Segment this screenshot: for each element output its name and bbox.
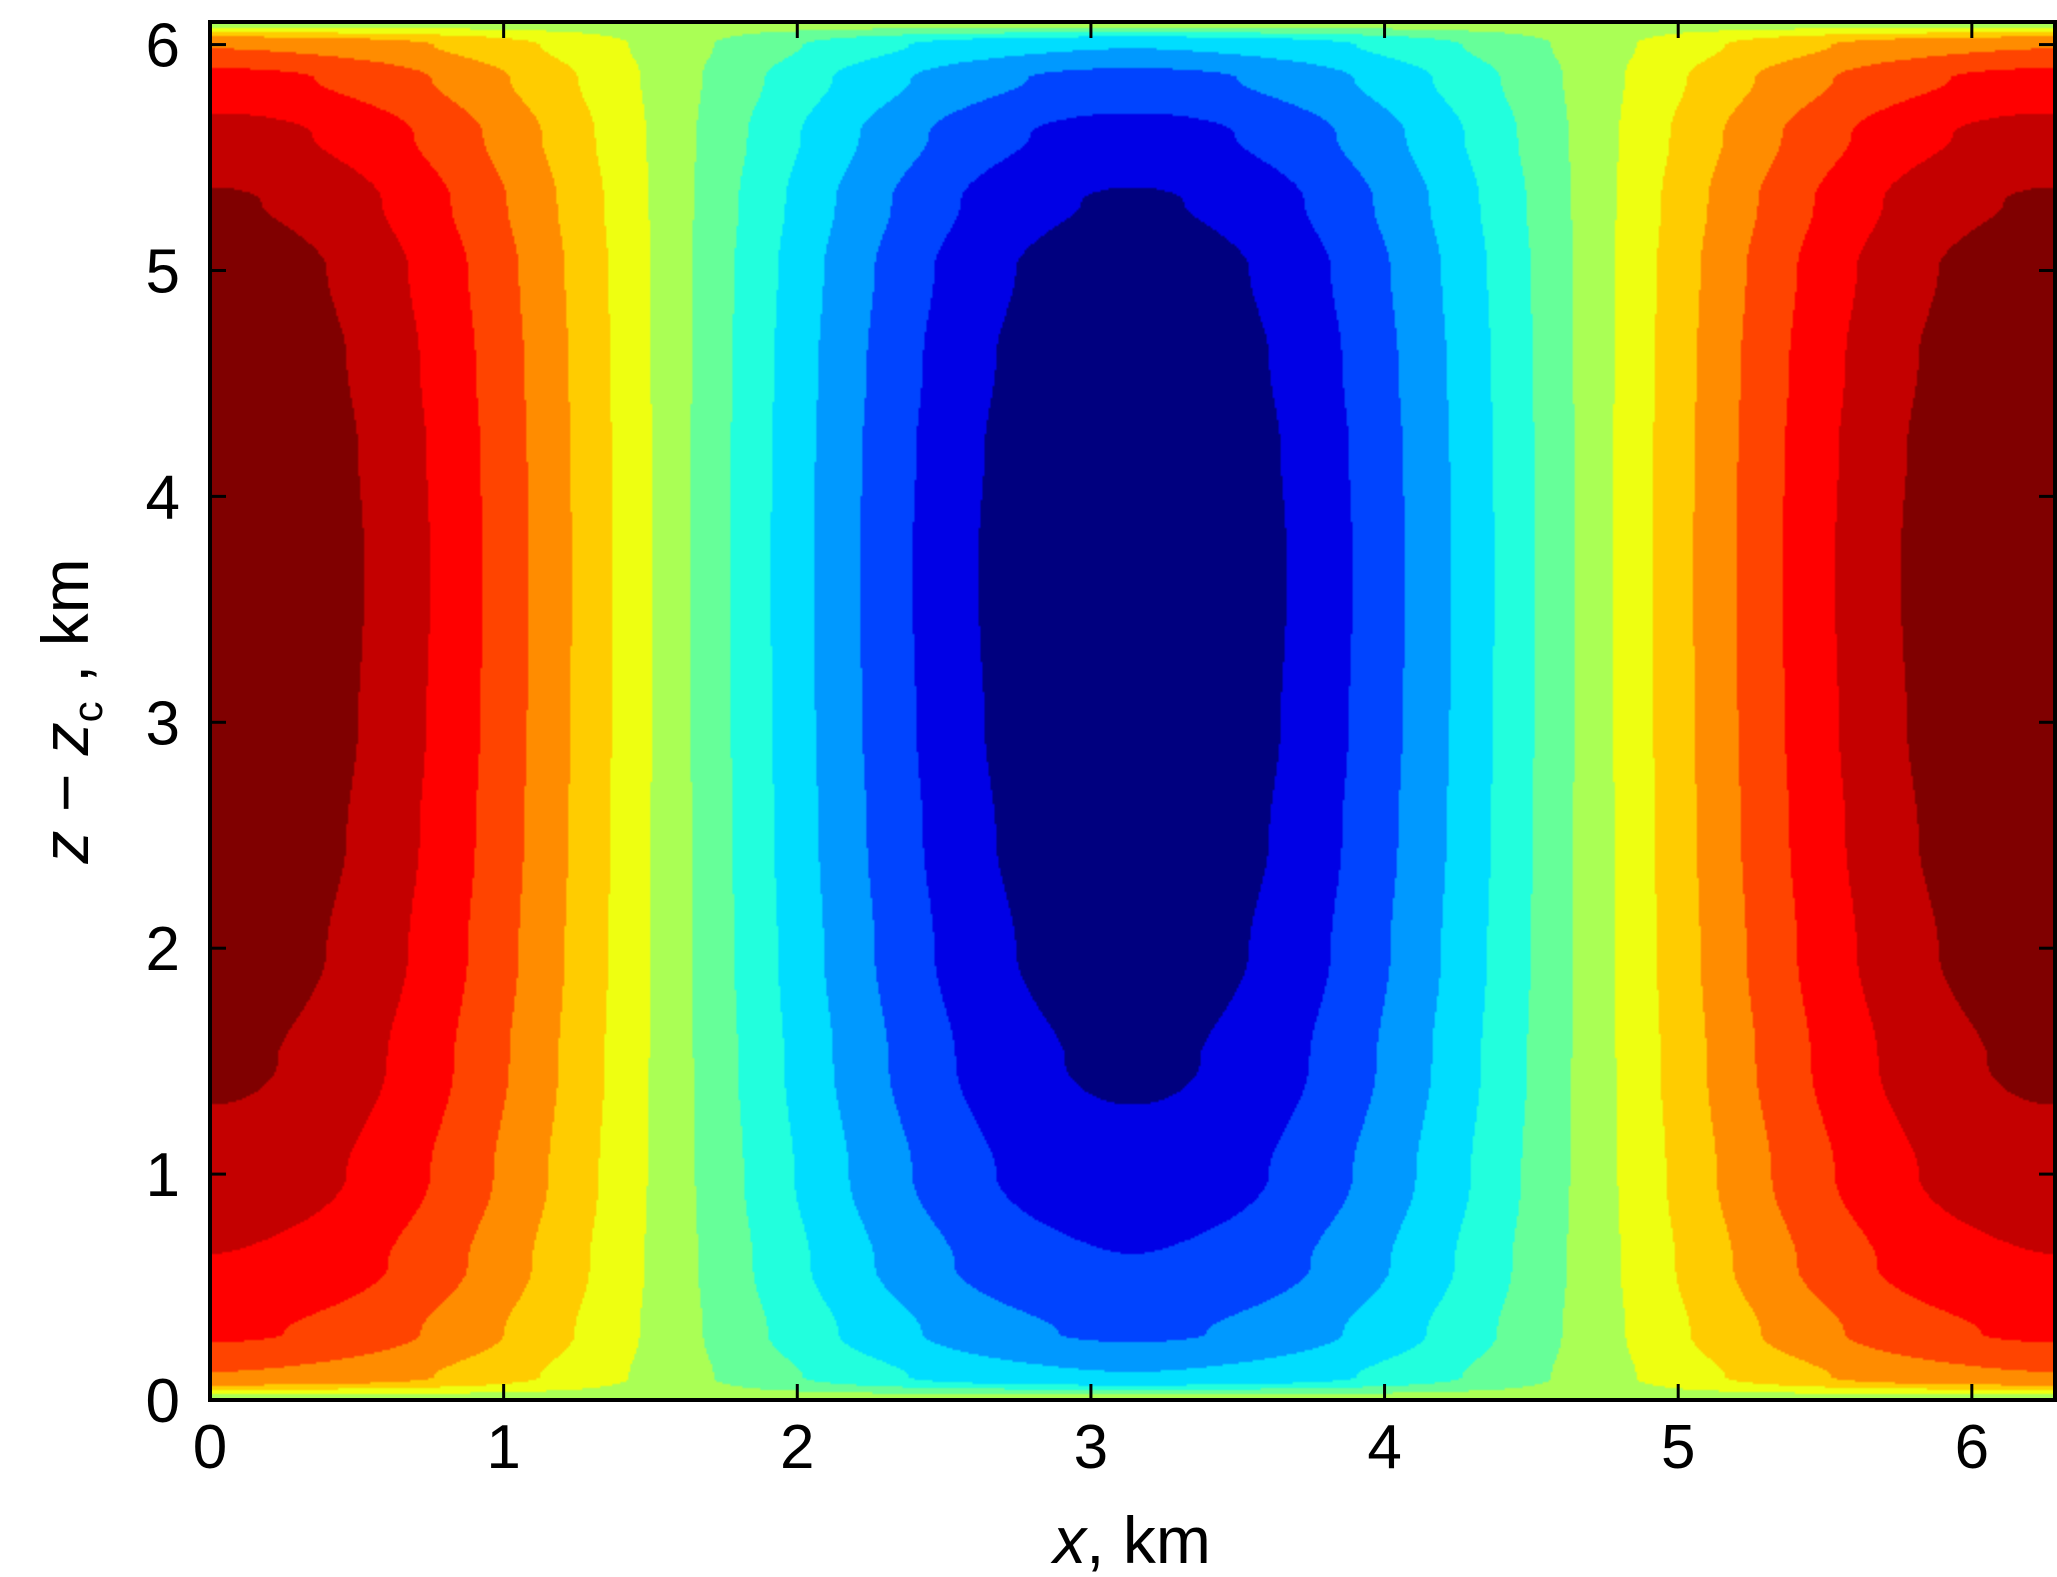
y-axis-label: z − zc , km [28,558,111,864]
contour-field [210,22,2055,1400]
axis-ticks [208,22,2055,1402]
y-tick-label: 5 [146,237,180,306]
x-tick-labels: 0 1 2 3 4 5 6 [193,1413,1989,1482]
y-tick-label: 2 [146,915,180,984]
y-tick-label: 0 [146,1367,180,1436]
x-tick-label: 5 [1661,1413,1695,1482]
plot-frame [208,20,2057,1402]
x-tick-label: 0 [193,1413,227,1482]
x-axis-label: x, km [1050,1503,1211,1577]
x-tick-label: 2 [780,1413,814,1482]
y-tick-label: 6 [146,12,180,81]
y-tick-label: 3 [146,689,180,758]
x-tick-label: 3 [1074,1413,1108,1482]
y-tick-label: 1 [146,1141,180,1210]
x-tick-label: 4 [1367,1413,1401,1482]
plot-area [210,22,2055,1400]
y-tick-labels: 0 1 2 3 4 5 6 [146,12,180,1436]
x-tick-label: 1 [486,1413,520,1482]
y-tick-label: 4 [146,463,180,532]
x-tick-label: 6 [1955,1413,1989,1482]
